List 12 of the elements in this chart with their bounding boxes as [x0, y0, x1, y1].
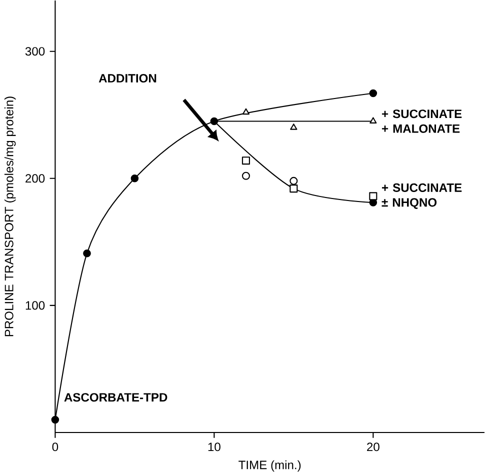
series-label: + SUCCINATE + MALONATE — [382, 110, 462, 133]
x-axis-title: TIME (min.) — [238, 460, 301, 472]
annotation: ASCORBATE-TPD — [64, 393, 168, 402]
annotation: ADDITION — [98, 74, 156, 83]
y-tick-label: 300 — [25, 47, 45, 56]
x-tick-label: 0 — [52, 442, 58, 452]
series-label: + SUCCINATE ± NHQNO — [382, 183, 462, 209]
y-tick-label: 200 — [26, 174, 45, 183]
y-axis-title: PROLINE TRANSPORT (pmoles/mg protein) — [4, 96, 16, 336]
y-tick-label: 100 — [26, 301, 45, 310]
x-tick-label: 20 — [367, 442, 380, 452]
x-tick-label: 10 — [208, 442, 220, 452]
